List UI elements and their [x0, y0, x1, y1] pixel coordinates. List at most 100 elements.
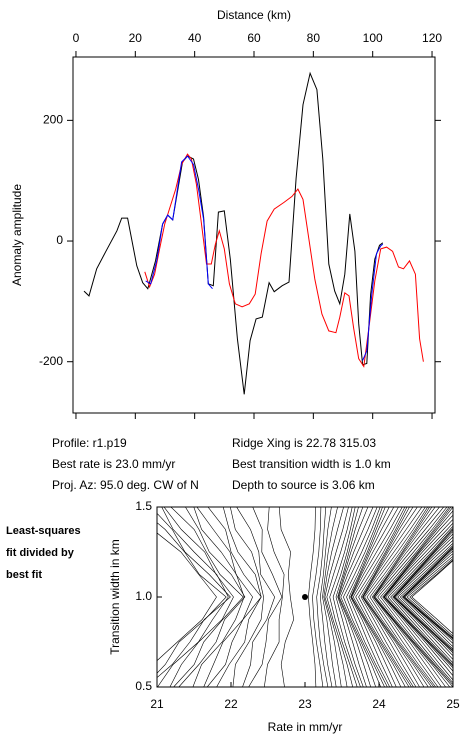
- contour-line: [316, 507, 329, 687]
- contour-line: [308, 507, 317, 687]
- contour-line: [397, 544, 453, 651]
- contour-line: [312, 507, 324, 687]
- annotation: Ridge Xing is 22.78 315.03: [232, 436, 376, 450]
- plot-frame: [72, 56, 436, 414]
- contour-line: [340, 507, 381, 687]
- contour-line: [406, 558, 453, 639]
- x-tick-label: 100: [363, 31, 383, 45]
- contour-line: [411, 560, 453, 635]
- contour-line: [373, 507, 448, 687]
- annotation: Best rate is 23.0 mm/yr: [52, 457, 175, 471]
- contour-line: [278, 507, 295, 687]
- x-tick-label: 23: [298, 697, 312, 711]
- contour-line: [371, 507, 436, 687]
- contour-line: [382, 510, 453, 684]
- x-tick-label: 60: [247, 31, 261, 45]
- x-tick-label: 0: [73, 31, 80, 45]
- contour-line: [358, 507, 412, 687]
- contour-line: [404, 555, 453, 639]
- contour-line: [157, 532, 217, 662]
- contour-line: [394, 542, 453, 652]
- contour-line: [343, 507, 385, 687]
- contour-line: [196, 507, 253, 687]
- contour-line: [409, 559, 453, 637]
- contour-line: [351, 507, 403, 687]
- contour-line: [387, 527, 453, 667]
- contour-line: [346, 507, 388, 687]
- contour-line: [323, 507, 344, 687]
- series-line: [144, 153, 424, 368]
- contour-line: [364, 507, 429, 687]
- contour-line: [338, 507, 374, 687]
- contour-line: [374, 507, 451, 687]
- misfit-plot: 21 22 23 24 25 0.5 1.0 1.5 Rate in mm/yr Transiti…: [6, 499, 460, 734]
- contour-line: [348, 507, 390, 687]
- y-tick-label: 0.5: [135, 679, 152, 693]
- contour-line: [362, 507, 418, 687]
- contour-line: [319, 507, 333, 687]
- contour-line: [192, 507, 245, 687]
- contour-line: [390, 528, 453, 666]
- y-tick-label: 1.0: [135, 589, 152, 603]
- x-axis-title: Rate in mm/yr: [268, 720, 343, 734]
- y-tick-label: 1.5: [135, 499, 152, 513]
- contour-line: [322, 507, 338, 687]
- note: best fit: [6, 569, 42, 581]
- annotation: Depth to source is 3.06 km: [232, 478, 375, 492]
- contour-line: [380, 507, 453, 686]
- contour-line: [236, 507, 276, 687]
- contour-line: [329, 507, 358, 687]
- contour-line: [170, 507, 244, 687]
- contour-line: [206, 507, 262, 687]
- x-tick-label: 40: [188, 31, 202, 45]
- x-tick-label: 80: [307, 31, 321, 45]
- contour-line: [392, 530, 453, 664]
- contour-line: [264, 507, 285, 687]
- profile-plot: 0 20 40 60 80 100 120 -200 0 200 Distance (km) Anom…: [10, 8, 442, 419]
- x-axis-title: Distance (km): [217, 8, 291, 22]
- contour-line: [369, 507, 435, 687]
- x-tick-label: 24: [372, 697, 386, 711]
- contour-line: [350, 507, 399, 687]
- contour-line: [157, 512, 231, 679]
- contour-line: [338, 507, 378, 687]
- annotation: Best transition width is 1.0 km: [232, 457, 391, 471]
- x-tick-label: 22: [224, 697, 238, 711]
- contour-line: [157, 522, 227, 674]
- contour-line: [383, 522, 453, 672]
- contour-line: [230, 507, 264, 687]
- contour-line: [401, 547, 453, 648]
- y-axis-title: Anomaly amplitude: [10, 184, 24, 286]
- contour-line: [377, 507, 453, 687]
- contour-line: [360, 507, 414, 687]
- annotation: Proj. Az: 95.0 deg. CW of N: [52, 478, 199, 492]
- contour-line: [163, 507, 234, 687]
- x-tick-label: 21: [150, 697, 164, 711]
- contour-line: [373, 507, 444, 687]
- contour-line: [352, 507, 406, 687]
- contour-line: [337, 507, 369, 687]
- y-axis-title: Transition width in km: [108, 539, 122, 655]
- x-tick-label: 20: [129, 31, 143, 45]
- note: fit divided by: [6, 547, 75, 559]
- y-tick-label: 200: [43, 113, 63, 127]
- contour-line: [366, 507, 432, 687]
- contour-line: [362, 507, 426, 687]
- contour-line: [178, 507, 246, 687]
- x-tick-label: 120: [422, 31, 442, 45]
- contour-line: [399, 546, 453, 650]
- contour-line: [248, 507, 283, 687]
- contour-line: [324, 507, 349, 687]
- best-fit-point: [302, 594, 308, 600]
- contour-line: [335, 507, 364, 687]
- contour-line: [355, 507, 410, 687]
- contour-line: [362, 507, 423, 687]
- contour-line: [385, 525, 453, 669]
- contour-lines: [157, 507, 453, 687]
- contour-line: [403, 553, 453, 640]
- note: Least-squares: [6, 525, 81, 537]
- contour-line: [326, 507, 353, 687]
- contour-line: [157, 507, 229, 687]
